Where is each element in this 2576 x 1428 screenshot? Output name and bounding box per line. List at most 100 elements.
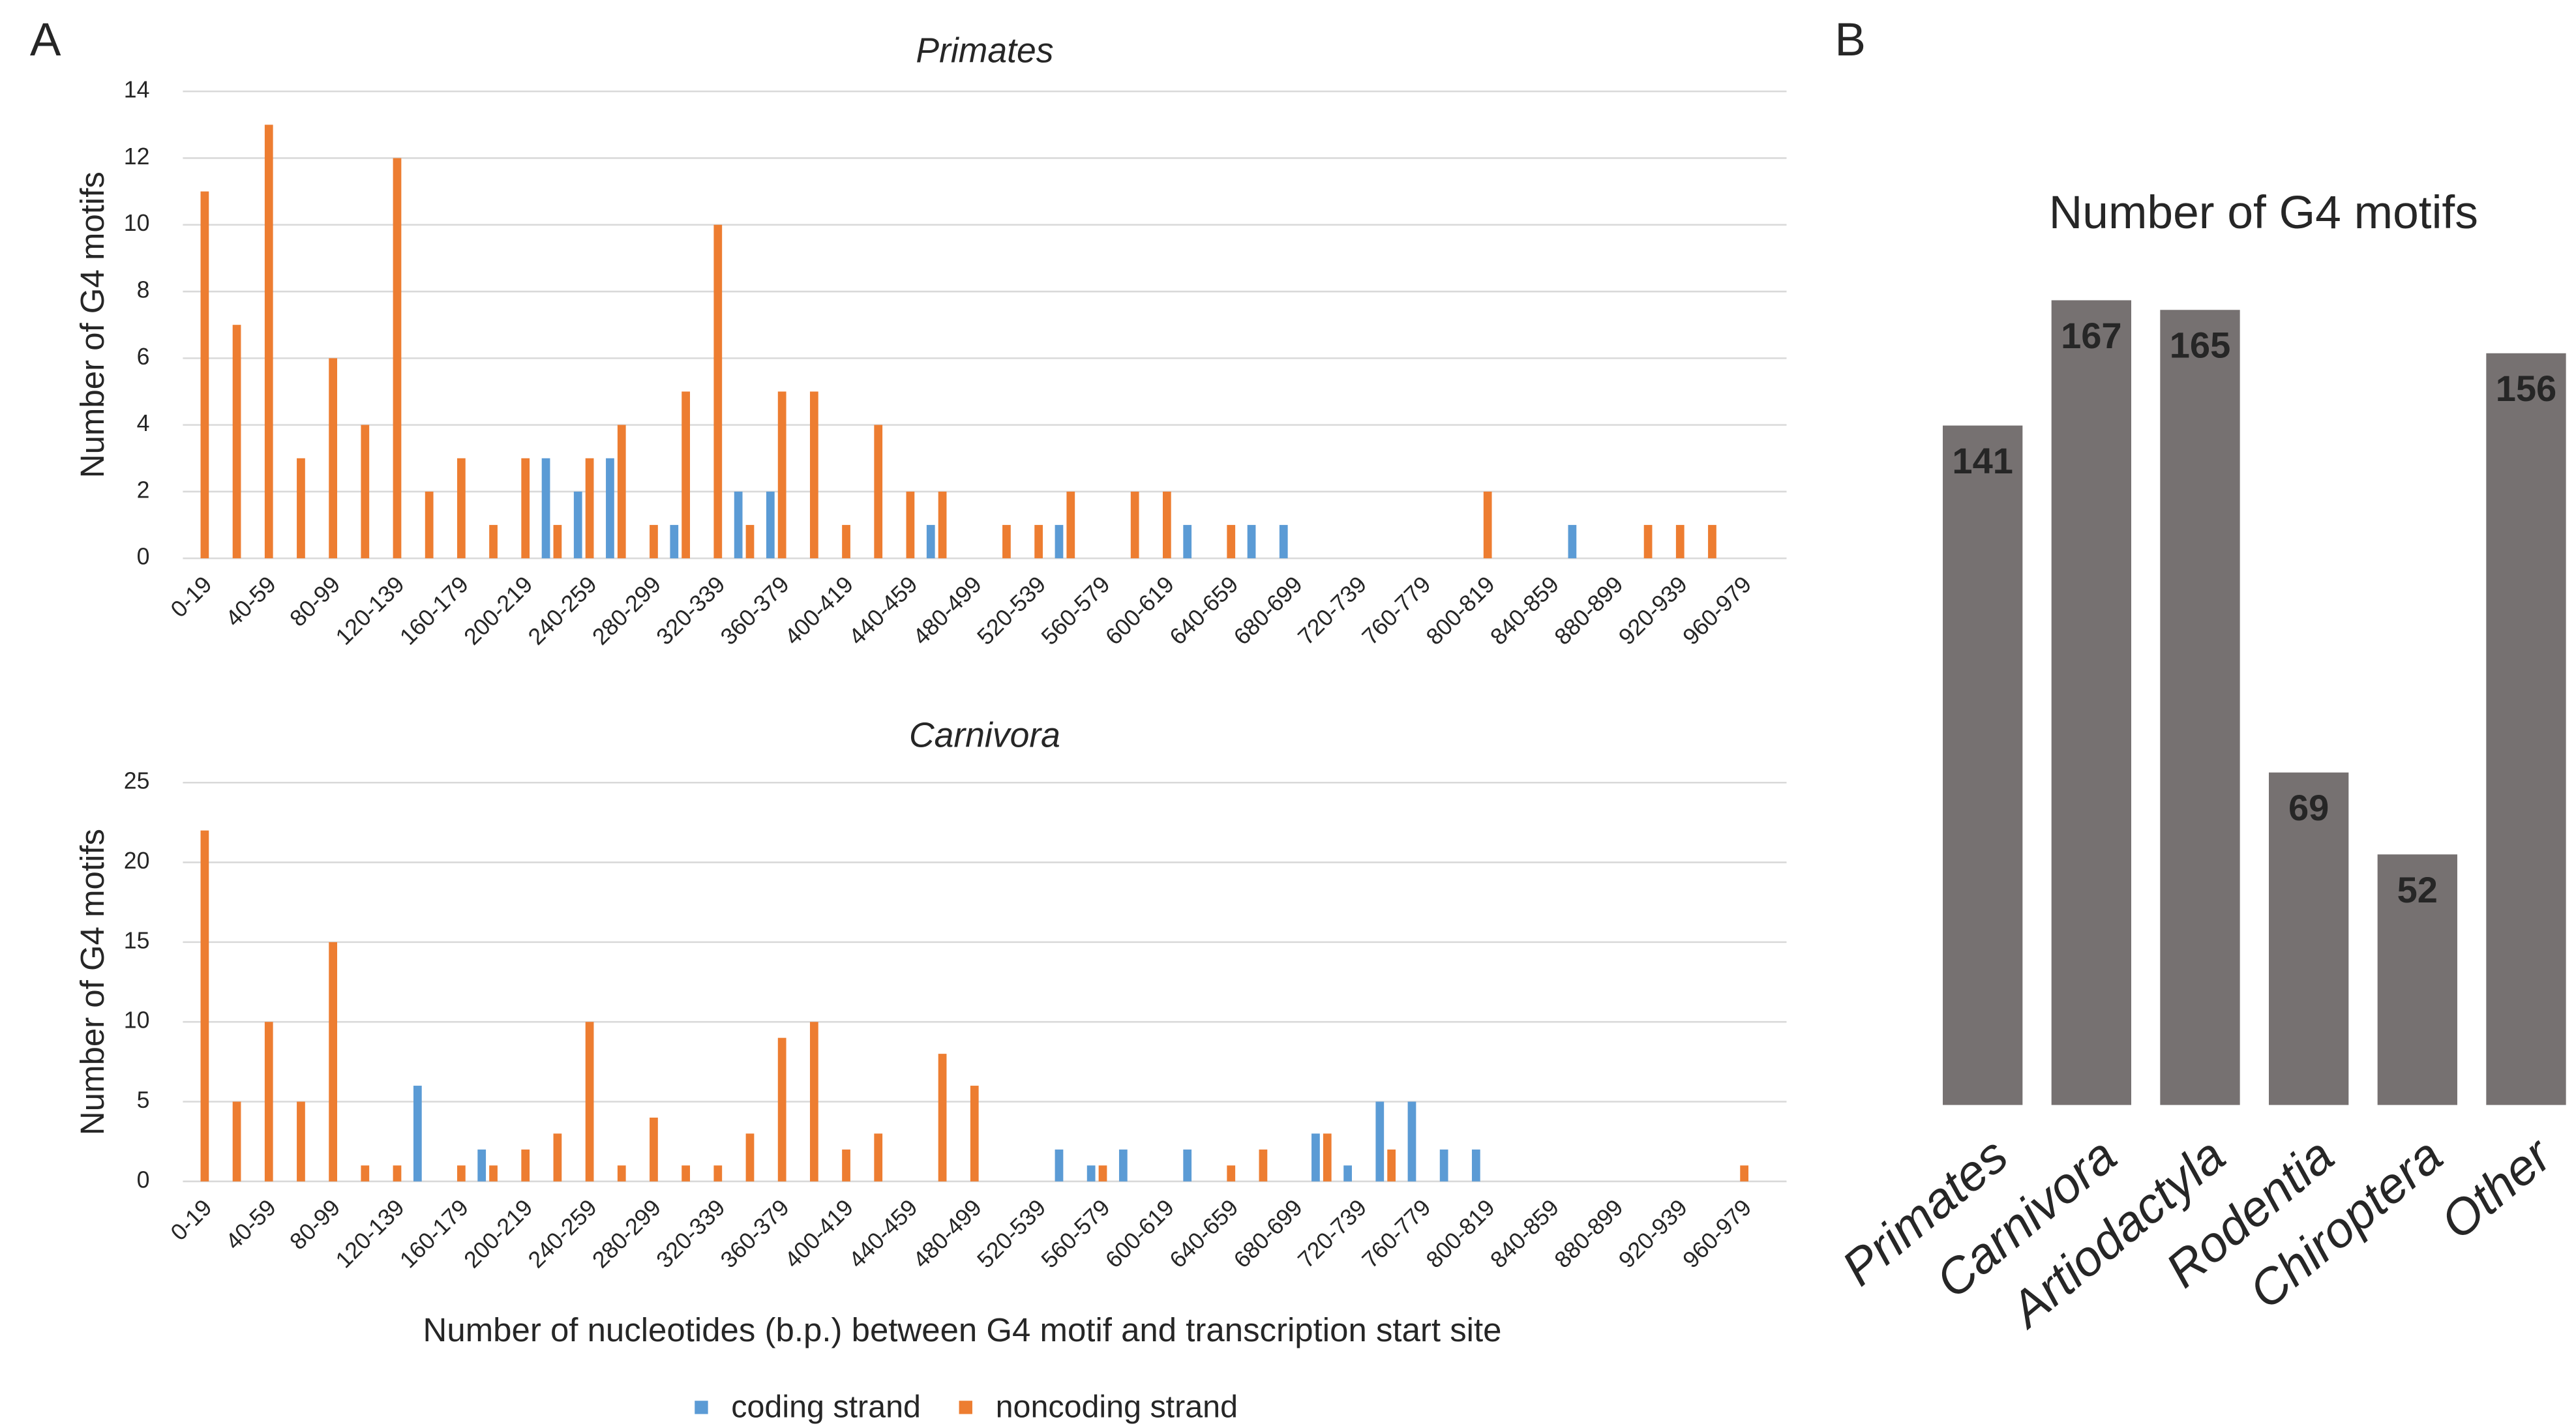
x-tick-label: 960-979 [1678, 571, 1757, 650]
bar [541, 458, 550, 559]
bar [777, 1037, 786, 1182]
value-label: 141 [1952, 440, 2013, 481]
x-axis-label: Number of nucleotides (b.p.) between G4 … [423, 1311, 1502, 1348]
bar [585, 458, 594, 559]
value-label: 156 [2496, 368, 2557, 409]
bar [2377, 854, 2457, 1105]
bar [1471, 1149, 1480, 1182]
y-tick-label: 14 [124, 77, 150, 103]
bar [457, 458, 466, 559]
bar [1740, 1165, 1749, 1182]
bar [297, 1101, 305, 1182]
y-tick-label: 6 [137, 344, 150, 370]
bar [617, 1165, 626, 1182]
x-tick-label: 120-139 [331, 571, 410, 650]
value-label: 69 [2288, 787, 2329, 828]
y-tick-label: 10 [124, 210, 150, 236]
legend-swatch [695, 1401, 708, 1414]
bar [745, 1133, 755, 1182]
y-axis-label: Number of G4 motifs [74, 171, 111, 478]
x-tick-label: 160-179 [395, 571, 473, 650]
bar [970, 1086, 979, 1182]
bar [1343, 1165, 1352, 1182]
bar [1675, 525, 1685, 559]
x-tick-label: 600-619 [1100, 1195, 1179, 1273]
x-tick-label: 40-59 [220, 1195, 281, 1255]
bar [1407, 1101, 1416, 1182]
bar [457, 1165, 466, 1182]
legend-label: noncoding strand [996, 1390, 1238, 1425]
bar [777, 391, 786, 559]
x-tick-label: 280-299 [587, 1195, 666, 1273]
x-tick-label: 200-219 [459, 1195, 538, 1273]
bar [1259, 1149, 1268, 1182]
bar [1323, 1133, 1332, 1182]
bar [874, 424, 883, 559]
y-tick-label: 20 [124, 848, 150, 874]
bar [393, 158, 402, 559]
legend-swatch [959, 1401, 972, 1414]
bar [413, 1086, 422, 1182]
bar [1055, 525, 1064, 559]
bar [1034, 525, 1043, 559]
y-tick-label: 2 [137, 477, 150, 503]
bar [264, 1022, 273, 1182]
bar [1130, 491, 1139, 559]
bar [1279, 525, 1288, 559]
panel-label: A [30, 14, 61, 66]
x-tick-label: 800-819 [1421, 1195, 1500, 1273]
x-tick-label: 400-419 [779, 571, 858, 650]
value-label: 52 [2397, 869, 2438, 910]
bar [650, 1117, 658, 1182]
panel-label: B [1835, 14, 1866, 66]
x-tick-label: 240-259 [523, 1195, 602, 1273]
bar [200, 830, 209, 1182]
x-tick-label: 320-339 [651, 1195, 730, 1273]
x-tick-label: 480-499 [908, 571, 987, 650]
bar [1086, 1165, 1096, 1182]
bar [200, 191, 209, 559]
x-tick-label: Other [2431, 1126, 2564, 1250]
x-tick-label: 720-739 [1293, 1195, 1371, 1273]
bar [553, 1133, 562, 1182]
bar [809, 391, 818, 559]
bar [1247, 525, 1256, 559]
bar [232, 325, 241, 559]
bar [521, 1149, 530, 1182]
bar [1483, 491, 1492, 559]
value-label: 167 [2061, 315, 2122, 356]
x-tick-label: 520-539 [972, 1195, 1051, 1273]
x-tick-label: 760-779 [1357, 571, 1436, 650]
bar [1943, 425, 2023, 1105]
bar [1439, 1149, 1448, 1182]
x-tick-label: 680-699 [1229, 571, 1308, 650]
y-tick-label: 4 [137, 410, 150, 436]
x-tick-label: 680-699 [1229, 1195, 1308, 1273]
bar [361, 424, 370, 559]
bar [264, 125, 273, 559]
x-tick-label: 800-819 [1421, 571, 1500, 650]
bar [809, 1022, 818, 1182]
bar [2051, 300, 2132, 1105]
x-tick-label: 440-459 [844, 571, 923, 650]
bar [938, 1054, 947, 1182]
x-tick-label: 920-939 [1613, 1195, 1692, 1273]
x-tick-label: 640-659 [1165, 571, 1244, 650]
y-tick-label: 5 [137, 1087, 150, 1113]
bar [606, 458, 614, 559]
x-tick-label: 840-859 [1485, 1195, 1564, 1273]
bar [906, 491, 915, 559]
x-tick-label: 760-779 [1357, 1195, 1436, 1273]
bar [329, 942, 337, 1182]
bar [489, 1165, 498, 1182]
y-tick-label: 10 [124, 1007, 150, 1034]
x-tick-label: 160-179 [395, 1195, 473, 1273]
bar [573, 491, 582, 559]
bar [874, 1133, 883, 1182]
bar [713, 1165, 723, 1182]
bar [1098, 1165, 1107, 1182]
x-tick-label: 720-739 [1293, 571, 1371, 650]
bar [1643, 525, 1653, 559]
legend-label: coding strand [731, 1390, 921, 1425]
